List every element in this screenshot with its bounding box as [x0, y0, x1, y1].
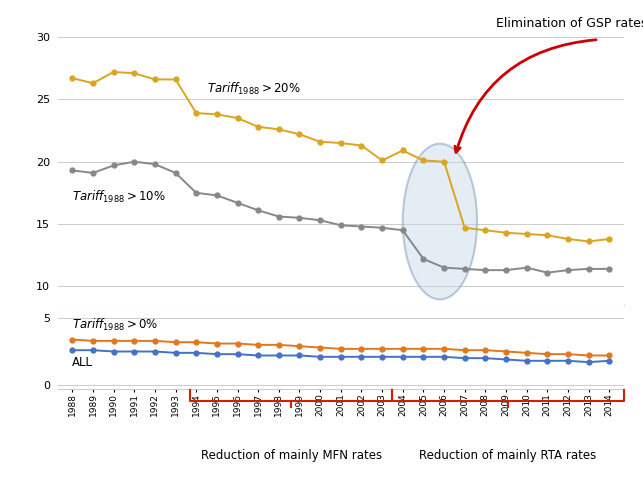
Text: Reduction of mainly MFN rates: Reduction of mainly MFN rates [201, 449, 382, 461]
Text: Elimination of GSP rates: Elimination of GSP rates [496, 17, 643, 30]
Text: Reduction of mainly RTA rates: Reduction of mainly RTA rates [419, 449, 597, 461]
Text: $\mathit{Tariff}_{1988}$$>20\%$: $\mathit{Tariff}_{1988}$$>20\%$ [206, 81, 300, 97]
Text: $\mathit{Tariff}_{1988}$$>0\%$: $\mathit{Tariff}_{1988}$$>0\%$ [72, 317, 159, 333]
Text: $\mathit{Tariff}_{1988}$$>10\%$: $\mathit{Tariff}_{1988}$$>10\%$ [72, 188, 167, 205]
Text: ALL: ALL [72, 356, 93, 369]
Ellipse shape [403, 144, 477, 300]
